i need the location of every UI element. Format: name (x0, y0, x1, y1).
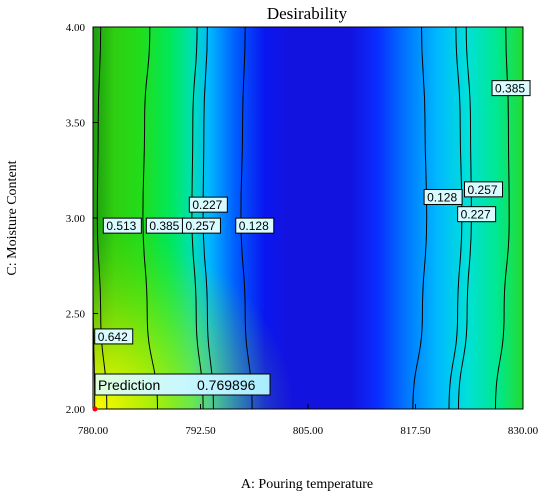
x-tick-label: 780.00 (78, 425, 109, 437)
contour-label-text: 0.128 (427, 190, 457, 204)
x-tick-label: 830.00 (508, 425, 539, 437)
contour-label-text: 0.227 (192, 198, 222, 212)
contour-label: 0.227 (458, 207, 496, 222)
contour-label: 0.257 (182, 218, 220, 233)
contour-label-text: 0.128 (239, 219, 269, 233)
contour-label-text: 0.513 (106, 219, 136, 233)
y-tick-label: 4.00 (66, 22, 86, 34)
contour-label-text: 0.642 (98, 330, 128, 344)
contour-label: 0.128 (236, 218, 274, 233)
x-tick-label: 792.50 (185, 425, 216, 437)
contour-label-text: 0.257 (468, 183, 498, 197)
y-tick-label: 3.50 (66, 118, 86, 130)
contour-label-text: 0.257 (185, 219, 215, 233)
contour-label: 0.385 (146, 218, 184, 233)
contour-label: 0.513 (103, 218, 141, 233)
chart-title: Desirability (267, 4, 348, 23)
y-tick-label: 2.00 (66, 404, 86, 416)
x-tick-label: 805.00 (293, 425, 324, 437)
y-axis-title: C: Moisture Content (5, 160, 20, 275)
y-tick-label: 2.50 (66, 309, 86, 321)
prediction-marker (93, 407, 98, 412)
prediction-label: Prediction (98, 377, 160, 393)
contour-label-text: 0.227 (461, 208, 491, 222)
contour-label-text: 0.385 (495, 82, 525, 96)
x-tick-label: 817.50 (400, 425, 431, 437)
y-tick-label: 3.00 (66, 213, 86, 225)
contour-label-text: 0.385 (149, 219, 179, 233)
contour-label: 0.257 (465, 182, 503, 197)
contour-label: 0.227 (189, 197, 227, 212)
contour-label: 0.642 (95, 329, 133, 344)
prediction-value: 0.769896 (197, 377, 256, 393)
contour-label: 0.128 (424, 189, 462, 204)
x-axis-title: A: Pouring temperature (241, 477, 373, 492)
contour-label: 0.385 (492, 81, 530, 96)
